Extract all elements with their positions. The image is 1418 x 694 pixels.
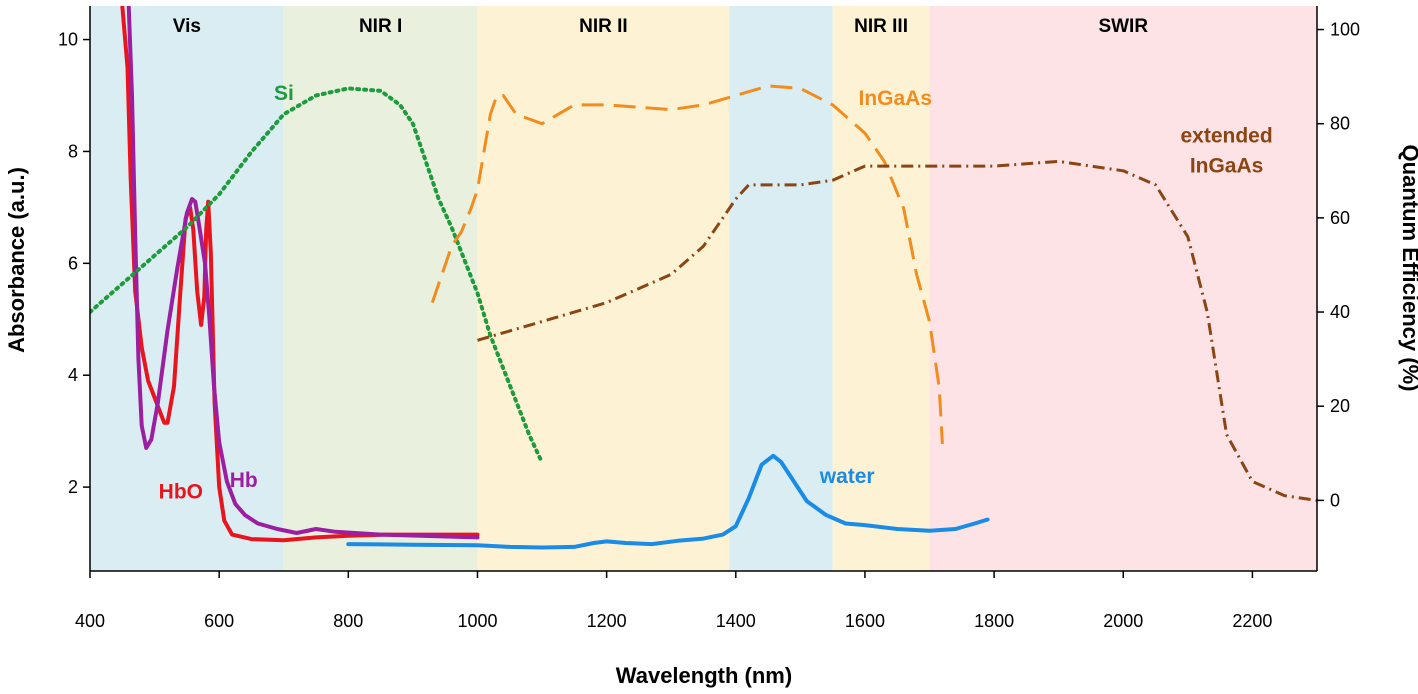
series-line-extended-ingaas [477,159,1317,502]
band-nir-ii [477,6,730,571]
series-line-water [346,453,990,550]
axes [89,6,1318,572]
y-right-tick-label: 60 [1330,208,1350,228]
x-tick-label: 600 [204,611,234,631]
series-label-water: water [819,465,875,488]
series-lines [90,6,1317,550]
y-right-tick-label: 80 [1330,114,1350,134]
spectral-band-labels: Vis NIR I NIR II NIR III SWIR [173,16,1149,37]
x-tick-label: 2200 [1232,611,1272,631]
y-left-tick-label: 10 [58,30,78,50]
x-tick-label: 1800 [974,611,1014,631]
x-tick-label: 1000 [457,611,497,631]
band-vis [90,6,284,571]
series-label-extended-ingaas: extended InGaAs [1180,125,1272,178]
series-label-si: Si [274,82,294,105]
y-left-tick-label: 8 [68,141,78,161]
y-left-tick-label: 2 [68,477,78,497]
series-label-ingaas: InGaAs [858,87,932,110]
series-label-hb: Hb [230,469,258,492]
series-line-ingaas [430,84,944,444]
ticks: 400 600 800 1000 1200 1400 1600 1800 2000 2200246… [58,20,1360,631]
series-line-hb [126,6,480,540]
x-tick-label: 2000 [1103,611,1143,631]
y-left-tick-label: 6 [68,253,78,273]
x-tick-label: 1200 [587,611,627,631]
x-tick-label: 800 [333,611,363,631]
band-nir-iii [832,6,930,571]
band-swir [929,6,1317,571]
x-tick-label: 400 [75,611,105,631]
band-water-3 [729,6,833,571]
x-tick-label: 1400 [716,611,756,631]
series-line-si [90,86,545,465]
series-labels: HbO Hb water Si InGaAs extended InGaAs [159,82,1273,503]
band-label-nir-iii: NIR III [854,16,908,37]
band-label-vis: Vis [173,16,201,37]
y-right-tick-label: 20 [1330,396,1350,416]
spectral-bands [90,6,1317,571]
y-right-tick-label: 100 [1330,20,1360,40]
x-axis-label: Wavelength (nm) [616,663,792,688]
y-right-tick-label: 40 [1330,302,1350,322]
y-axis-left-label: Absorbance (a.u.) [4,167,29,353]
series-label-hbo: HbO [159,480,203,503]
band-label-nir-i: NIR I [359,16,402,37]
band-nir-i [283,6,478,571]
y-right-tick-label: 0 [1330,490,1340,510]
band-label-nir-ii: NIR II [579,16,628,37]
y-left-tick-label: 4 [68,365,78,385]
x-tick-label: 1600 [845,611,885,631]
y-axis-right-label: Quantum Efficiency (%) [1398,145,1418,392]
series-line-hbo [120,6,480,543]
band-label-swir: SWIR [1098,16,1148,37]
